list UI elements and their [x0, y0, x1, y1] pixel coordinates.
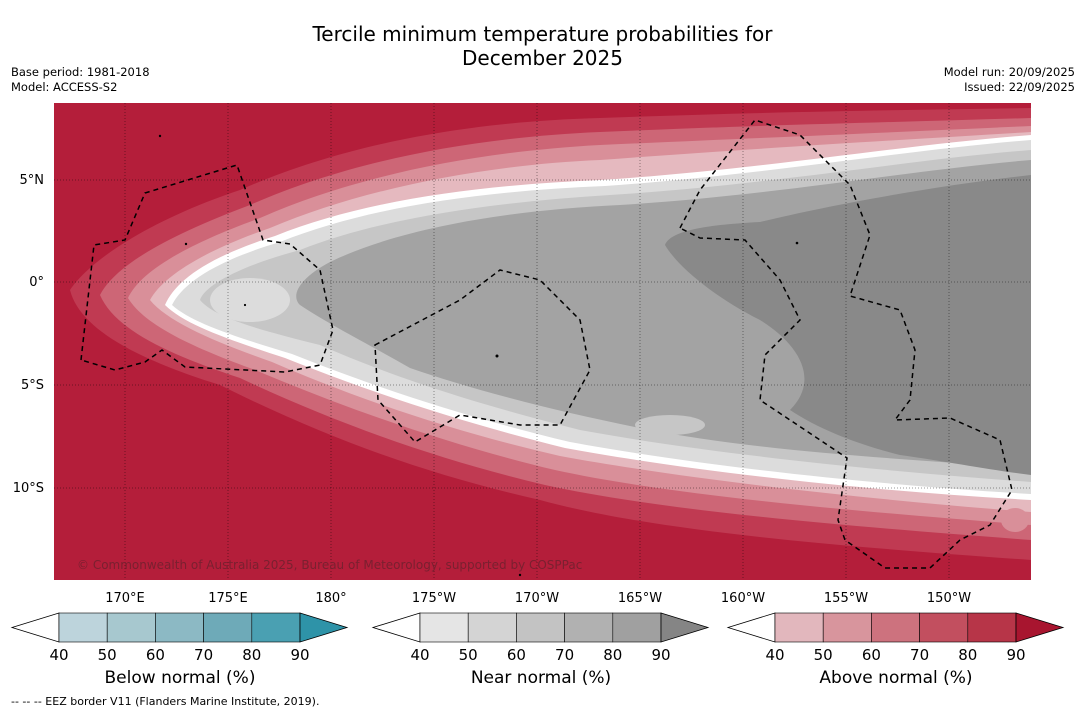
eez-borders [80, 119, 1013, 569]
colorbar-segment [612, 612, 662, 643]
colorbar-segment [871, 612, 920, 643]
colorbar-segment [822, 612, 872, 643]
colorbar-extend-high [660, 612, 710, 643]
eez-border [374, 269, 591, 443]
colorbar-segment [967, 612, 1017, 643]
colorbar-tick: 90 [1006, 646, 1025, 664]
eez-footnote: -- -- -- EEZ border V11 (Flanders Marine… [11, 695, 320, 708]
colorbar-segment [516, 612, 565, 643]
lat-label: 5°S [21, 378, 44, 393]
colorbar: 40 50 60 70 80 90 [10, 612, 349, 664]
colorbar-extend-low [371, 612, 421, 643]
colorbar-tick: 70 [555, 646, 574, 664]
colorbar-tick: 40 [49, 646, 68, 664]
lon-label: 160°W [721, 591, 765, 606]
colorbar-tick: 80 [603, 646, 622, 664]
colorbar-tick: 90 [651, 646, 670, 664]
lon-label: 155°W [824, 591, 868, 606]
issued-date: Issued: 22/09/2025 [964, 80, 1075, 94]
lon-label: 150°W [927, 591, 971, 606]
title-line-1: Tercile minimum temperature probabilitie… [312, 22, 773, 46]
title-line-2: December 2025 [462, 46, 623, 70]
colorbar-segment [106, 612, 156, 643]
light-patch [210, 278, 290, 322]
lon-label: 175°E [208, 591, 248, 606]
colorbar-tick: 90 [290, 646, 309, 664]
meta-left: Base period: 1981-2018 Model: ACCESS-S2 [11, 65, 150, 95]
colorbar-extend-high [299, 612, 349, 643]
near-normal-label: Near normal (%) [470, 668, 612, 688]
colorbar-tick: 60 [507, 646, 526, 664]
map-title: Tercile minimum temperature probabilitie… [0, 22, 1085, 70]
graticule [54, 103, 1031, 580]
red-patch [1001, 508, 1029, 532]
colorbar-tick: 80 [958, 646, 977, 664]
lat-labels: 5°N 0° 5°S 10°S [13, 173, 44, 496]
lon-label: 175°W [412, 591, 456, 606]
islands [158, 134, 799, 577]
lat-label: 5°N [20, 173, 45, 188]
colorbar-segment [155, 612, 204, 643]
lon-label: 170°E [105, 591, 145, 606]
colorbar-extend-low [10, 612, 60, 643]
lon-labels: 170°E 175°E 180° 175°W 170°W 165°W 160°W… [105, 591, 971, 606]
colorbar-segment [251, 612, 301, 643]
colorbar-segment [467, 612, 517, 643]
colorbar-tick: 80 [242, 646, 261, 664]
above-normal-label: Above normal (%) [819, 668, 973, 688]
colorbar-tick: 50 [459, 646, 478, 664]
lon-label: 180° [315, 591, 346, 606]
lat-label: 0° [29, 275, 44, 290]
colorbar-segment [419, 612, 469, 643]
below-normal-label: Below normal (%) [104, 668, 256, 688]
colorbar-tick: 70 [910, 646, 929, 664]
colorbar-tick: 60 [862, 646, 881, 664]
colorbar-extend-low [726, 612, 776, 643]
colorbar: 40 50 60 70 80 90 [726, 612, 1065, 664]
copyright-notice: © Commonwealth of Australia 2025, Bureau… [77, 558, 582, 572]
colorbar-tick: 60 [146, 646, 165, 664]
colorbar: 40 50 60 70 80 90 [371, 612, 710, 664]
map-plot-area [54, 103, 1031, 580]
eez-border [80, 164, 334, 373]
light-patch [635, 415, 705, 435]
colorbar-tick: 40 [410, 646, 429, 664]
meta-right: Model run: 20/09/2025 Issued: 22/09/2025 [944, 65, 1075, 95]
colorbars: 40 50 60 70 80 90 40 50 60 70 80 90 40 50 60 70 80 90 [10, 612, 1065, 664]
colorbar-segment [774, 612, 824, 643]
colorbar-tick: 50 [98, 646, 117, 664]
lon-label: 170°W [515, 591, 559, 606]
near-normal-80-region [665, 175, 1031, 475]
colorbar-tick: 70 [194, 646, 213, 664]
base-period: Base period: 1981-2018 [11, 65, 150, 79]
model-run: Model run: 20/09/2025 [943, 65, 1075, 79]
lat-label: 10°S [13, 481, 44, 496]
model-name: Model: ACCESS-S2 [11, 80, 118, 94]
colorbar-segment [58, 612, 108, 643]
colorbar-extend-high [1015, 612, 1065, 643]
colorbar-segment [564, 612, 614, 643]
colorbar-segment [919, 612, 969, 643]
lon-label: 165°W [618, 591, 662, 606]
colorbar-segment [203, 612, 253, 643]
colorbar-tick: 40 [765, 646, 784, 664]
colorbar-tick: 50 [814, 646, 833, 664]
